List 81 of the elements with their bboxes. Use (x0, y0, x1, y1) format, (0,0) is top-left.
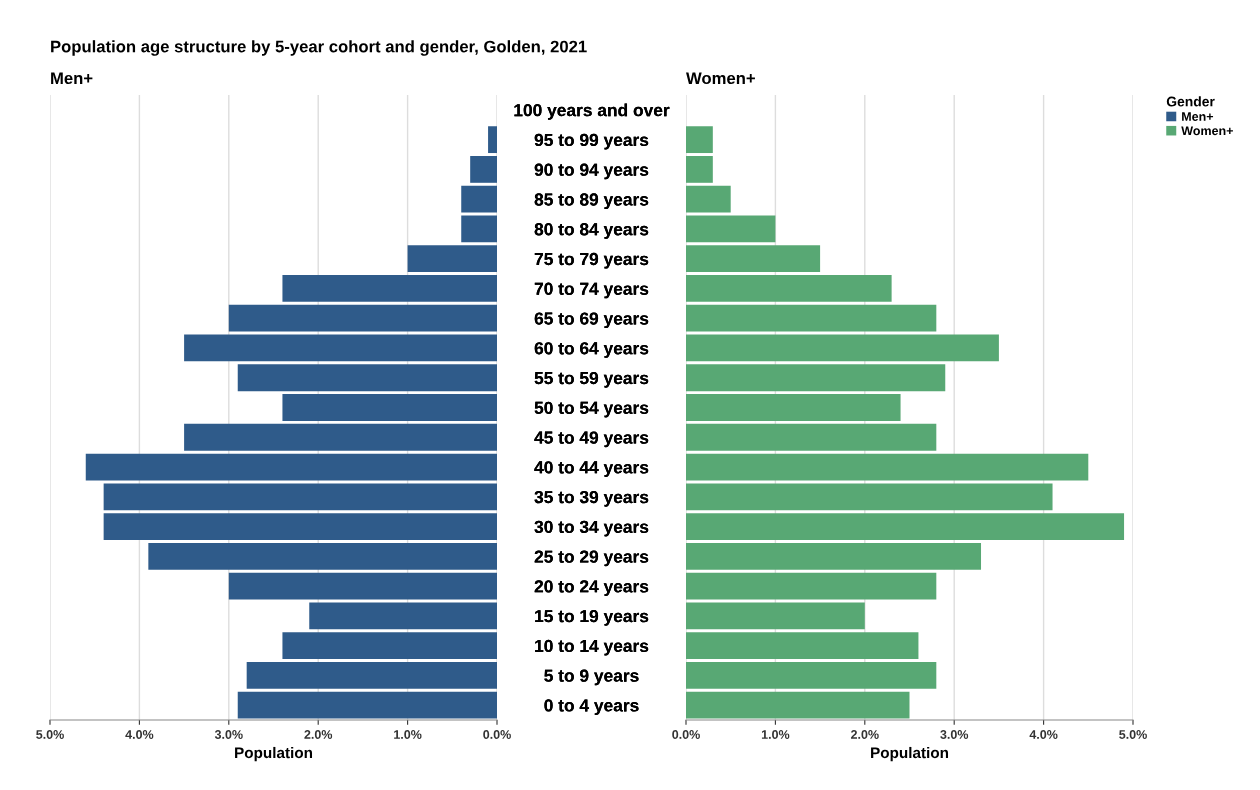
bar (228, 304, 497, 332)
bar (686, 602, 865, 630)
y-tick-label: 35 to 39 years (534, 490, 649, 507)
bar (237, 364, 497, 392)
y-tick-label: 60 to 64 years (534, 342, 649, 358)
bar (228, 572, 497, 600)
bar (686, 304, 937, 332)
bar (686, 156, 713, 183)
legend-label: Men+ (1182, 112, 1214, 121)
y-tick-label: 15 to 19 years (535, 610, 649, 626)
bar (686, 453, 1089, 481)
bar (686, 364, 946, 392)
bar (686, 245, 821, 273)
x-tick-label: 3.0% (214, 730, 243, 739)
x-tick-label: 5.0% (1119, 730, 1147, 739)
x-tick-label: 0.0% (672, 730, 700, 739)
bar (148, 542, 497, 570)
y-tick-label: 80 to 84 years (534, 223, 649, 239)
bar (282, 394, 497, 421)
y-tick-label: 45 to 49 years (534, 431, 649, 448)
x-tick-label: 1.0% (394, 730, 422, 739)
y-tick-label: 70 to 74 years (534, 282, 649, 299)
bar (461, 185, 497, 213)
y-tick-label: 25 to 29 years (534, 550, 649, 567)
legend-label: Women+ (1181, 126, 1233, 136)
bar (686, 275, 892, 302)
bar (407, 245, 497, 273)
y-tick-label: 5 to 9 years (544, 669, 639, 686)
x-tick-label: 3.0% (940, 730, 969, 739)
y-tick-label: 85 to 89 years (534, 193, 649, 210)
x-tick-label: 4.0% (125, 730, 154, 739)
bar (184, 334, 497, 362)
chart-title: Population age structure by 5-year cohort and gender, Golden, 2021 (51, 40, 587, 56)
bar (103, 513, 497, 540)
x-tick-label: 5.0% (36, 730, 64, 739)
bar (309, 602, 497, 630)
x-tick-label: 2.0% (304, 730, 333, 739)
bar (686, 661, 937, 689)
x-axis-title: Population (871, 746, 949, 762)
bar (461, 215, 497, 243)
x-tick-label: 4.0% (1029, 730, 1058, 739)
y-tick-label: 10 to 14 years (535, 639, 649, 656)
y-tick-label: 55 to 59 years (534, 371, 649, 388)
bar (237, 691, 497, 719)
y-tick-label: 100 years and over (514, 103, 670, 120)
bar (246, 661, 497, 689)
bar (686, 513, 1125, 540)
bar (686, 334, 999, 362)
legend-title: Gender (1166, 96, 1215, 107)
bar (686, 572, 937, 600)
y-tick-label: 50 to 54 years (534, 401, 649, 418)
y-tick-label: 65 to 69 years (534, 312, 649, 329)
bar (282, 275, 497, 302)
x-tick-label: 2.0% (850, 730, 879, 739)
y-tick-label: 30 to 34 years (534, 520, 649, 537)
chart-subtitle: Women+ (686, 72, 755, 85)
y-tick-label: 0 to 4 years (544, 699, 639, 716)
bar (686, 542, 982, 570)
x-axis-title: Population (235, 746, 313, 762)
bar (686, 394, 901, 421)
y-tick-label: 40 to 44 years (534, 461, 649, 477)
bar (686, 185, 731, 213)
bar (103, 483, 497, 511)
y-tick-label: 90 to 94 years (534, 163, 649, 180)
bar (686, 215, 776, 243)
x-tick-label: 0.0% (483, 730, 511, 739)
y-tick-label: 20 to 24 years (534, 580, 649, 596)
x-tick-label: 1.0% (761, 730, 790, 739)
chart-subtitle: Men+ (51, 72, 93, 85)
bar (85, 453, 497, 481)
bar (686, 423, 937, 451)
bar (686, 126, 713, 154)
bar (686, 691, 910, 719)
bar (686, 483, 1053, 511)
y-tick-label: 75 to 79 years (534, 252, 649, 269)
bar (184, 423, 497, 451)
y-tick-label: 95 to 99 years (534, 133, 649, 150)
bar (282, 632, 497, 659)
bar (686, 632, 919, 659)
bar (488, 126, 497, 154)
bar (470, 156, 497, 183)
